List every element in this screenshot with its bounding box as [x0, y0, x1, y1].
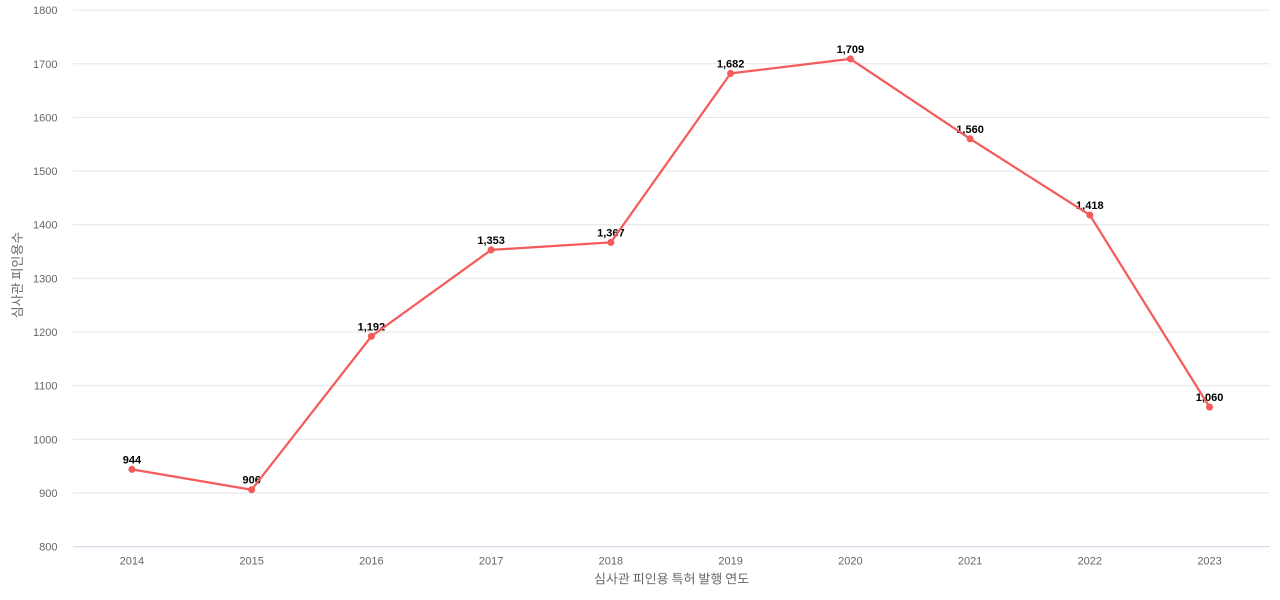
- svg-text:1600: 1600: [33, 112, 57, 124]
- svg-text:2022: 2022: [1078, 556, 1102, 568]
- svg-text:2018: 2018: [599, 556, 623, 568]
- svg-text:1500: 1500: [33, 166, 57, 178]
- svg-text:900: 900: [39, 488, 57, 500]
- svg-text:2014: 2014: [120, 556, 144, 568]
- svg-text:1,192: 1,192: [358, 321, 386, 333]
- svg-text:2023: 2023: [1197, 556, 1221, 568]
- svg-text:1,060: 1,060: [1196, 392, 1224, 404]
- svg-text:1700: 1700: [33, 59, 57, 71]
- svg-text:2015: 2015: [239, 556, 263, 568]
- svg-text:2019: 2019: [718, 556, 742, 568]
- svg-text:1,367: 1,367: [597, 227, 625, 239]
- svg-text:2016: 2016: [359, 556, 383, 568]
- svg-text:1800: 1800: [33, 5, 57, 17]
- svg-text:1400: 1400: [33, 220, 57, 232]
- svg-text:800: 800: [39, 542, 57, 554]
- svg-text:2017: 2017: [479, 556, 503, 568]
- svg-text:1200: 1200: [33, 327, 57, 339]
- svg-text:1,709: 1,709: [837, 44, 865, 56]
- svg-text:1,682: 1,682: [717, 58, 745, 70]
- svg-text:2020: 2020: [838, 556, 862, 568]
- svg-text:1300: 1300: [33, 273, 57, 285]
- svg-text:944: 944: [123, 454, 142, 466]
- svg-text:1,353: 1,353: [477, 235, 505, 247]
- svg-text:2021: 2021: [958, 556, 982, 568]
- svg-text:1000: 1000: [33, 434, 57, 446]
- svg-text:1100: 1100: [34, 381, 58, 393]
- svg-text:1,560: 1,560: [956, 124, 984, 136]
